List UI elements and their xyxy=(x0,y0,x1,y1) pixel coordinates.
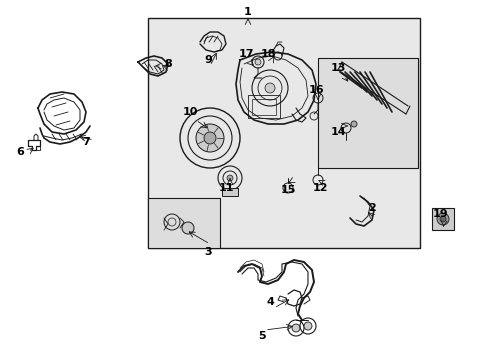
Circle shape xyxy=(291,324,299,332)
Bar xyxy=(431,208,453,230)
Circle shape xyxy=(304,322,311,330)
Text: 14: 14 xyxy=(329,127,345,137)
Text: 13: 13 xyxy=(329,63,345,73)
Circle shape xyxy=(350,121,356,127)
Text: 16: 16 xyxy=(307,85,323,95)
Circle shape xyxy=(264,83,274,93)
Text: 7: 7 xyxy=(82,137,90,147)
Circle shape xyxy=(439,216,445,222)
Circle shape xyxy=(254,59,261,65)
Text: 1: 1 xyxy=(244,7,251,17)
Bar xyxy=(222,188,238,196)
Text: 9: 9 xyxy=(203,55,211,65)
Text: 2: 2 xyxy=(367,203,375,213)
Bar xyxy=(317,58,417,168)
Text: 11: 11 xyxy=(218,183,233,193)
Circle shape xyxy=(196,124,224,152)
Bar xyxy=(148,18,419,248)
Text: 8: 8 xyxy=(164,59,171,69)
Text: 6: 6 xyxy=(16,147,24,157)
Text: 10: 10 xyxy=(182,107,197,117)
Text: 5: 5 xyxy=(258,331,265,341)
Bar xyxy=(148,198,220,248)
Bar xyxy=(247,95,280,118)
Text: 15: 15 xyxy=(280,185,295,195)
Circle shape xyxy=(226,175,232,181)
Circle shape xyxy=(182,222,194,234)
Circle shape xyxy=(203,132,216,144)
Text: 17: 17 xyxy=(238,49,253,59)
Text: 12: 12 xyxy=(312,183,327,193)
Text: 19: 19 xyxy=(431,209,447,219)
Text: 18: 18 xyxy=(260,49,275,59)
Circle shape xyxy=(436,213,448,225)
Bar xyxy=(251,99,275,115)
Text: 4: 4 xyxy=(265,297,273,307)
Text: 3: 3 xyxy=(204,247,211,257)
